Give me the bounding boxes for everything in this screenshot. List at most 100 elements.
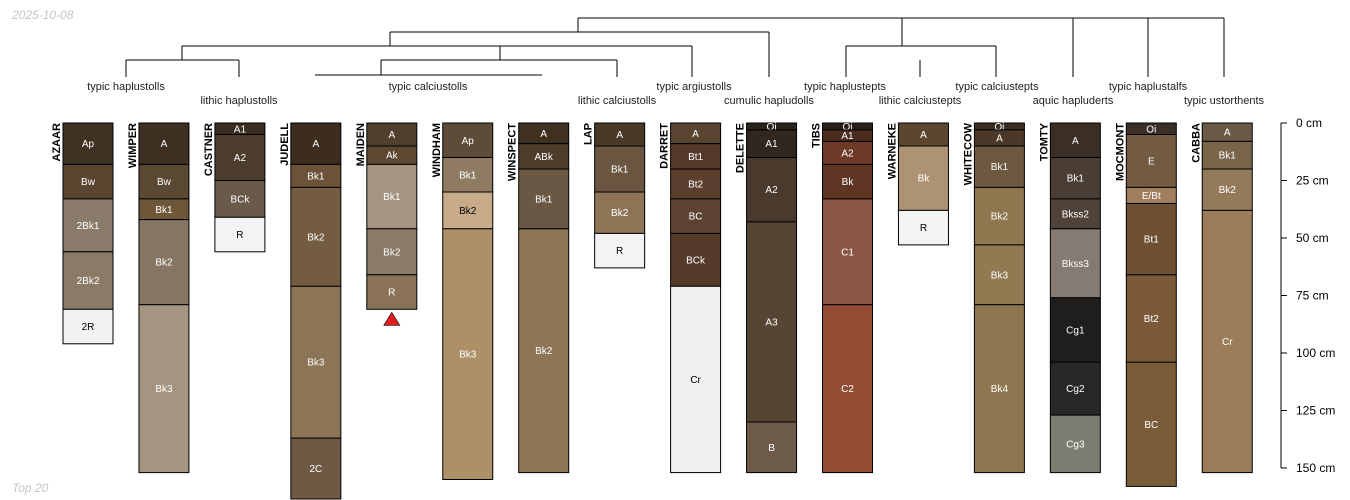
horizon-block [366,163,418,230]
horizon-block [1201,140,1253,170]
taxonomy-label: typic haplustepts [804,81,886,93]
horizon-label: Bk4 [991,384,1009,395]
horizon-block [62,163,114,200]
horizon: A2 [746,157,798,223]
horizon-block [138,122,190,165]
horizon: Oi [1125,122,1177,135]
horizon-label: Ap [462,136,475,147]
horizon: BC [1125,361,1177,487]
horizon: Cg2 [1049,361,1101,416]
horizon-block [670,198,722,234]
horizon: Bk2 [973,186,1025,246]
horizon: 2Bk2 [62,251,114,310]
soil-profile-darret: A Bt1 Bt2 BC BCk Cr DARRET [659,122,722,474]
taxonomy-label: typic calciustolls [389,81,468,93]
horizon-label: Bt2 [1144,314,1159,325]
horizon-label: A2 [841,148,854,159]
soil-profile-mocmont: Oi E E/Bt Bt1 Bt2 BC MOCMONT [1114,122,1177,487]
horizon-label: A [1072,136,1079,147]
horizon: R [897,209,949,246]
horizon-label: Bk1 [307,171,325,182]
horizon-block [594,145,646,193]
horizon-block [1125,361,1177,487]
soil-profile-cabba: A Bk1 Bk2 Cr CABBA [1190,122,1253,474]
truncation-marker [383,311,401,326]
horizon: Bk1 [138,198,190,221]
horizon-label: 2Bk2 [77,276,100,287]
horizon-label: Bk2 [991,212,1009,223]
horizon-label: A [920,130,927,141]
horizon-block [1049,297,1101,363]
taxonomy-label: typic haplustalfs [1109,81,1188,93]
horizon-block [594,191,646,234]
horizon: Bk3 [138,304,190,474]
horizon-label: A1 [841,131,854,142]
horizon: A [138,122,190,165]
horizon-block [746,129,798,158]
horizon-label: R [388,288,395,299]
horizon-label: A [540,129,547,140]
horizon: Bk2 [518,228,570,474]
depth-tick-label: 25 cm [1296,174,1329,188]
horizon: A [670,122,722,145]
horizon-label: Cr [1222,337,1233,348]
horizon-label: Bk2 [459,206,477,217]
horizon-block [670,143,722,170]
taxonomy-label: lithic haplustolls [200,95,278,107]
profile-name: WIMPER [127,123,139,168]
horizon: A2 [214,134,266,181]
horizon-label: BCk [230,194,250,205]
horizon-label: ABk [535,152,554,163]
horizon-block [1125,274,1177,363]
horizon-block [1049,122,1101,158]
horizon-label: Bk2 [383,247,401,258]
horizon-label: B [768,443,775,454]
depth-tick-label: 150 cm [1296,461,1335,475]
horizon-block [290,285,342,439]
taxonomy-label: lithic calciustolls [578,95,657,107]
horizon: ABk [518,143,570,170]
soil-profile-azaar: Ap Bw 2Bk1 2Bk2 2R AZAAR [51,122,114,345]
depth-tick-label: 75 cm [1296,289,1329,303]
horizon-label: Bk2 [1219,185,1237,196]
horizon-label: E [1148,156,1155,167]
horizon: Cr [670,285,722,474]
profile-name: MOCMONT [1114,123,1126,181]
horizon: Bk2 [290,186,342,287]
horizon: A [973,129,1025,147]
horizon-block [822,163,873,200]
soil-profile-judell: A Bk1 Bk2 Bk3 2C JUDELL [279,122,342,500]
horizon-label: A1 [234,124,247,135]
horizon-label: Ak [386,151,399,162]
profile-name: TOMTY [1038,122,1050,161]
horizon: Bk [822,163,873,200]
horizon: Bk1 [290,163,342,188]
horizon-label: Bw [157,177,172,188]
horizon: Bk2 [138,219,190,306]
horizon-block [290,122,342,165]
horizon-label: A [161,139,168,150]
taxonomy-label: typic ustorthents [1184,95,1265,107]
horizon-label: Bk [918,174,931,185]
horizon-label: Oi [843,122,853,133]
horizon-label: BC [1144,420,1158,431]
footer-label: Top 20 [12,481,49,495]
depth-tick-label: 0 cm [1296,116,1322,130]
horizon-label: Bt1 [1144,235,1159,246]
taxonomy-labels: typic haplustolls lithic haplustolls typic… [87,81,1264,107]
horizon-label: Bk2 [307,232,325,243]
horizon: Bkss2 [1049,198,1101,230]
horizon-label: Bkss2 [1062,209,1090,220]
horizon-label: Bk1 [1219,151,1237,162]
horizon-label: A [616,130,623,141]
depth-tick-label: 100 cm [1296,346,1335,360]
profile-name: JUDELL [279,123,291,166]
horizon-label: Bk3 [459,350,477,361]
profile-name: WINDHAM [431,123,443,177]
profile-name: WHITECOW [962,122,974,185]
horizon-label: 2Bk1 [77,221,100,232]
soil-profile-lap: A Bk1 Bk2 R LAP [583,122,646,269]
horizon-block [442,191,494,230]
